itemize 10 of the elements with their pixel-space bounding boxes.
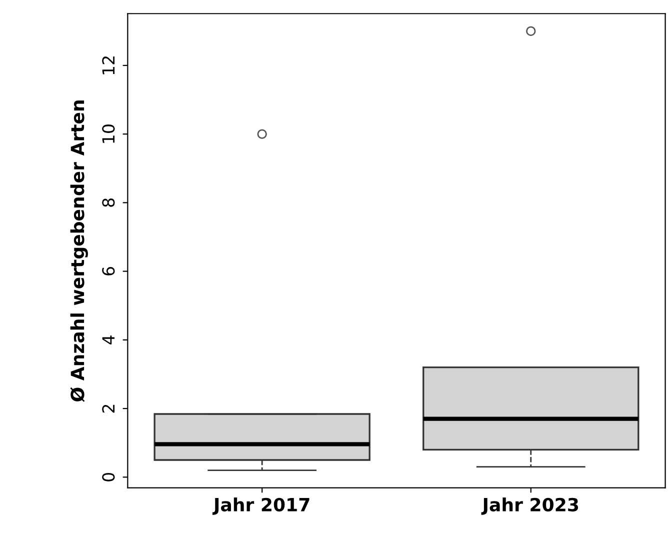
y-tick-label: 4 [102,336,114,344]
x-tick-label: Jahr 2017 [212,497,310,515]
x-tick-label: Jahr 2023 [481,497,578,515]
y-tick-label: 2 [102,404,114,413]
y-axis-title: Ø Anzahl wertgebender Arten [70,100,88,402]
y-tick-label: 12 [102,56,114,74]
y-tick-label: 10 [102,124,115,143]
y-tick-label: 6 [102,267,115,276]
y-tick-label: 0 [102,472,115,482]
y-tick-label: 8 [102,198,115,207]
